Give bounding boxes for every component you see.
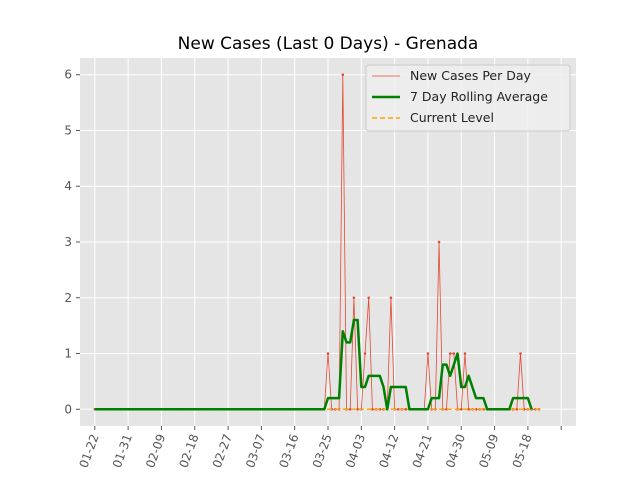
- legend-label-new-cases: New Cases Per Day: [410, 68, 531, 83]
- y-tick-label: 3: [64, 235, 72, 249]
- new-cases-point: [519, 352, 522, 355]
- new-cases-point: [426, 352, 430, 355]
- new-cases-point: [341, 73, 345, 77]
- new-cases-point: [363, 352, 367, 355]
- new-cases-point: [452, 352, 456, 355]
- new-cases-point: [448, 352, 452, 355]
- new-cases-point: [459, 407, 463, 411]
- new-cases-point: [356, 407, 359, 411]
- new-cases-point: [463, 352, 467, 355]
- y-tick-label: 2: [64, 291, 72, 305]
- legend-box: [365, 64, 571, 132]
- chart-title: New Cases (Last 0 Days) - Grenada: [178, 34, 479, 54]
- new-cases-point: [367, 296, 371, 300]
- series-layer: [93, 73, 543, 411]
- new-cases-point: [326, 352, 330, 355]
- new-cases-point: [437, 240, 441, 244]
- new-cases-point: [515, 407, 519, 411]
- new-cases-point: [404, 407, 408, 411]
- y-tick-label: 5: [64, 123, 72, 137]
- legend-label-rolling-average: 7 Day Rolling Average: [410, 89, 548, 104]
- legend-label-current-level: Current Level: [410, 110, 494, 125]
- rolling-average-line: [94, 318, 533, 411]
- y-tick-label: 1: [64, 347, 72, 361]
- y-tick-label: 0: [64, 402, 72, 416]
- new-cases-point: [389, 296, 393, 300]
- y-tick-label: 4: [64, 179, 72, 193]
- new-cases-point: [467, 407, 470, 411]
- legend: New Cases Per Day 7 Day Rolling Average …: [365, 64, 571, 132]
- y-tick-label: 6: [64, 68, 72, 82]
- new-cases-point: [352, 296, 356, 300]
